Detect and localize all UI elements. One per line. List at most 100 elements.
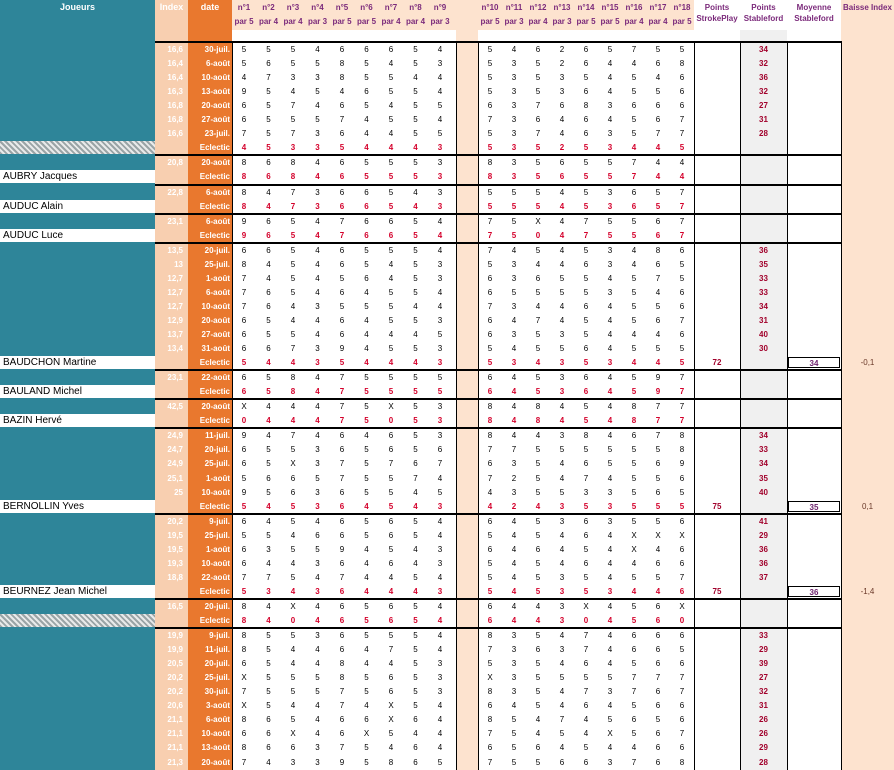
score-cell: 4 [607, 344, 613, 354]
score-cell: 4 [583, 715, 589, 725]
column-divider [740, 41, 741, 770]
score-cell: 5 [487, 530, 493, 540]
score-cell: 5 [364, 373, 369, 383]
date-value: 10-août [201, 729, 230, 739]
score-cell: 7 [679, 729, 685, 739]
score-cell: 6 [583, 516, 589, 526]
score-cell: 4 [535, 715, 541, 725]
score-cell: 4 [511, 315, 517, 325]
score-cell: 4 [655, 544, 661, 554]
score-cell: 4 [511, 373, 517, 383]
score-cell: 6 [487, 601, 493, 611]
date-value: 6-août [206, 216, 230, 226]
eclectic-cell: 5 [655, 201, 661, 211]
stableford-points: 37 [759, 572, 768, 582]
index-value: 21,1 [167, 729, 183, 739]
eclectic-cell: 5 [413, 230, 418, 240]
score-cell: 6 [266, 344, 271, 354]
score-cell: 5 [364, 631, 369, 641]
score-cell: 6 [487, 315, 493, 325]
player-name[interactable]: AUDUC Luce [0, 228, 155, 242]
score-cell: 4 [437, 715, 443, 725]
eclectic-cell: 4 [607, 387, 613, 397]
player-name[interactable]: BEURNEZ Jean Michel [0, 584, 155, 598]
header-hole: n°18 [673, 3, 691, 12]
score-cell: 5 [413, 45, 418, 54]
score-cell: 4 [607, 743, 613, 753]
eclectic-cell: 7 [290, 201, 296, 211]
score-cell: 5 [655, 45, 661, 54]
score-cell: 7 [487, 301, 493, 311]
score-cell: 3 [315, 487, 320, 497]
score-cell: 7 [388, 459, 394, 469]
index-value: 25 [174, 487, 183, 497]
score-cell: 6 [535, 645, 541, 655]
score-cell: 4 [266, 558, 271, 568]
stableford-points: 34 [759, 431, 768, 441]
score-cell: 4 [607, 87, 613, 97]
eclectic-cell: 3 [607, 358, 613, 368]
player-name[interactable]: BAULAND Michel [0, 385, 155, 399]
score-cell: 7 [679, 187, 685, 197]
score-cell: 5 [535, 287, 541, 297]
score-cell: 4 [437, 572, 443, 582]
index-value: 13 [174, 259, 183, 269]
score-cell: 5 [413, 701, 418, 711]
score-cell: 4 [511, 45, 517, 54]
index-value: 13,4 [167, 344, 183, 354]
score-cell: 6 [266, 245, 271, 255]
player-name[interactable]: AUDUC Alain [0, 199, 155, 213]
player-separator [155, 512, 841, 515]
stableford-points: 41 [759, 516, 768, 526]
player-name[interactable]: AUBRY Jacques [0, 170, 155, 184]
player-name[interactable]: BERNOLLIN Yves [0, 499, 155, 513]
score-cell: 4 [315, 659, 320, 669]
score-cell: 5 [266, 115, 271, 125]
player-name[interactable]: BAUDCHON Martine [0, 356, 155, 370]
eclectic-cell: 4 [413, 501, 418, 511]
eclectic-cell: 3 [437, 358, 443, 368]
date-value: 10-août [201, 487, 230, 497]
score-cell: 3 [315, 757, 320, 767]
score-cell: 9 [339, 757, 345, 767]
score-cell: 5 [631, 445, 637, 455]
stableford-points: 36 [759, 558, 768, 568]
score-cell: 5 [487, 572, 493, 582]
score-cell: 4 [315, 715, 320, 725]
eclectic-cell: 5 [487, 358, 493, 368]
date-value: 1-août [206, 544, 230, 554]
score-cell: 5 [631, 87, 637, 97]
eclectic-cell: 5 [679, 358, 685, 368]
score-cell: 5 [487, 45, 493, 54]
score-cell: 5 [511, 287, 517, 297]
score-cell: 5 [413, 158, 418, 168]
score-cell: 6 [388, 601, 394, 611]
score-cell: 5 [487, 59, 493, 69]
score-cell: 4 [607, 301, 613, 311]
score-cell: 6 [241, 544, 247, 554]
player-name[interactable]: BAZIN Hervé [0, 414, 155, 428]
eclectic-cell: 7 [655, 416, 661, 426]
score-cell: X [679, 601, 685, 611]
score-cell: 4 [655, 287, 661, 297]
score-cell: 3 [559, 572, 565, 582]
header-date: date [200, 2, 220, 12]
score-cell: 6 [631, 101, 637, 111]
score-cell: 5 [315, 687, 320, 697]
header-hole: n°12 [529, 3, 547, 12]
score-cell: 4 [413, 544, 418, 554]
score-cell: 4 [413, 330, 418, 339]
score-cell: 5 [413, 259, 418, 269]
header-hole: n°6 [360, 3, 373, 12]
eclectic-cell: 4 [655, 172, 661, 182]
score-cell: 6 [339, 631, 345, 641]
eclectic-cell: 6 [583, 387, 589, 397]
score-cell: 5 [413, 129, 418, 139]
score-cell: 3 [315, 631, 320, 641]
score-cell: 4 [607, 645, 613, 655]
score-cell: 6 [266, 743, 271, 753]
date-value: 10-août [201, 73, 230, 83]
score-cell: 5 [535, 631, 541, 641]
score-cell: 4 [364, 129, 369, 139]
eclectic-label: Eclectic [199, 586, 230, 596]
